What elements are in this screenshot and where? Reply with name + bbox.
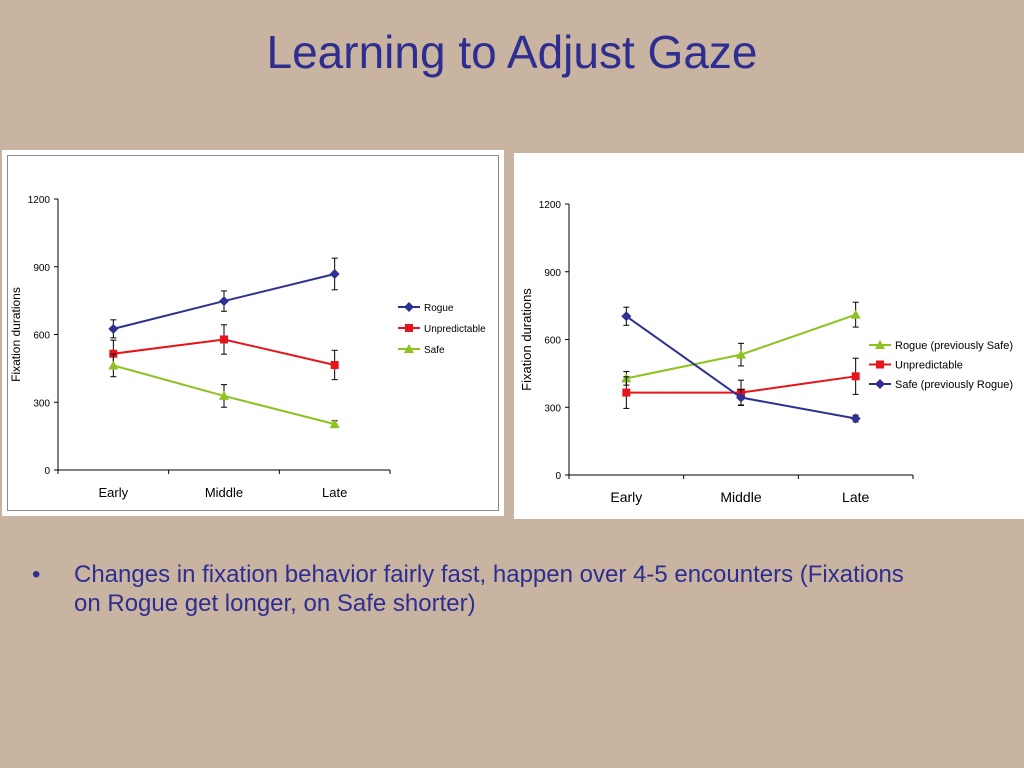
left-legend-marker xyxy=(404,344,414,353)
slide-title: Learning to Adjust Gaze xyxy=(266,26,758,78)
left-x-tick-label: Late xyxy=(322,485,347,500)
bullet-item: • Changes in fixation behavior fairly fa… xyxy=(30,560,930,618)
left-y-tick-label: 900 xyxy=(33,263,50,274)
left-legend-label: Unpredictable xyxy=(424,324,486,335)
right-x-tick-label: Middle xyxy=(720,489,761,505)
left-data-point xyxy=(108,323,119,334)
left-data-point xyxy=(219,296,229,307)
chart-panel-left: 0 300 600 900 1200 Early Middle Late Fixation du… xyxy=(2,150,504,516)
right-x-tick-label: Early xyxy=(610,489,642,505)
left-data-point xyxy=(329,268,340,279)
left-legend-marker xyxy=(405,324,413,332)
left-x-tick-label: Early xyxy=(99,485,129,500)
left-data-point xyxy=(330,360,339,369)
right-y-tick-label: 1200 xyxy=(539,200,562,211)
right-data-point xyxy=(736,392,746,403)
right-x-tick-label: Late xyxy=(842,489,869,505)
chart-left: 0 300 600 900 1200 Early Middle Late Fixation du… xyxy=(9,195,486,500)
right-legend-label: Rogue (previously Safe) xyxy=(895,340,1013,352)
right-legend-marker xyxy=(875,340,885,349)
left-y-tick-label: 600 xyxy=(33,331,50,342)
right-y-tick-label: 0 xyxy=(555,471,561,482)
right-y-tick-label: 600 xyxy=(544,336,561,347)
bullet-text: Changes in fixation behavior fairly fast… xyxy=(74,561,904,617)
left-legend-label: Rogue xyxy=(424,303,454,314)
right-y-tick-label: 900 xyxy=(544,268,561,279)
right-legend-label: Safe (previously Rogue) xyxy=(895,379,1013,391)
left-y-tick-label: 1200 xyxy=(28,195,51,206)
left-legend-marker xyxy=(404,302,414,312)
right-data-point xyxy=(851,372,860,381)
left-data-point xyxy=(329,419,340,429)
right-legend-marker xyxy=(876,360,884,369)
left-data-point xyxy=(220,335,228,344)
right-legend-label: Unpredictable xyxy=(895,360,963,372)
left-y-axis-label: Fixation durations xyxy=(9,287,23,382)
right-data-point xyxy=(850,413,861,424)
right-y-axis-label: Fixation durations xyxy=(519,288,534,391)
bullet-list: • Changes in fixation behavior fairly fa… xyxy=(30,560,930,618)
right-legend-marker xyxy=(875,379,885,389)
right-data-point xyxy=(622,388,631,397)
chart-panel-right: 0 300 600 900 1200 Early Middle Late Fixation du… xyxy=(514,153,1024,519)
chart-right: 0 300 600 900 1200 Early Middle Late Fixation du… xyxy=(519,200,1013,505)
right-data-point xyxy=(850,309,861,319)
bullet-dot-icon: • xyxy=(32,561,41,588)
right-data-point xyxy=(736,349,746,359)
right-y-tick-label: 300 xyxy=(544,403,561,414)
left-y-tick-label: 0 xyxy=(44,466,50,477)
left-x-tick-label: Middle xyxy=(205,485,243,500)
right-data-point xyxy=(621,311,632,322)
left-y-tick-label: 300 xyxy=(33,398,50,409)
left-data-point xyxy=(108,360,119,370)
left-data-point xyxy=(219,390,229,400)
left-legend-label: Safe xyxy=(424,345,445,356)
